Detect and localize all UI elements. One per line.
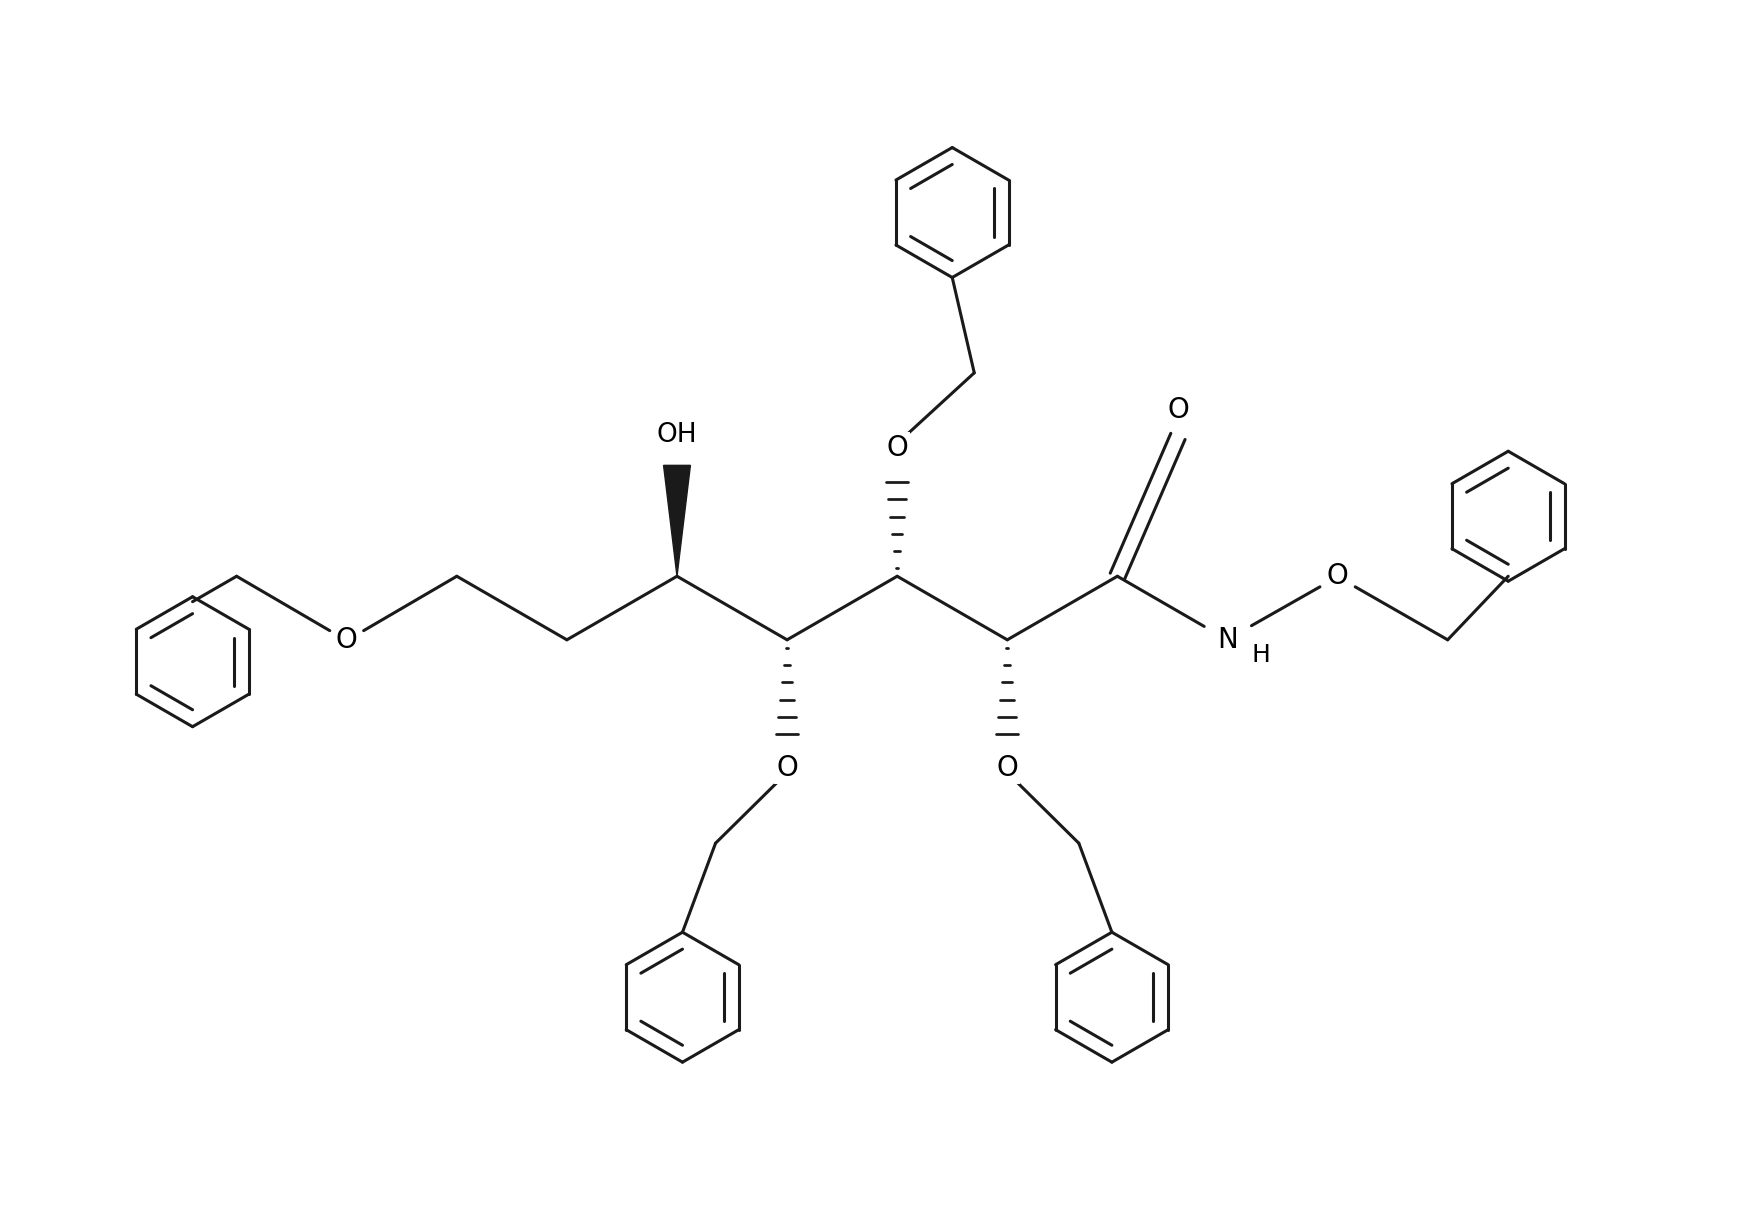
Text: H: H xyxy=(1253,643,1270,667)
Text: O: O xyxy=(776,753,797,782)
Text: O: O xyxy=(336,626,357,654)
Text: O: O xyxy=(887,434,908,462)
Polygon shape xyxy=(664,465,690,577)
Text: N: N xyxy=(1218,626,1239,654)
Text: OH: OH xyxy=(657,422,697,449)
Text: O: O xyxy=(997,753,1018,782)
Text: O: O xyxy=(1167,395,1190,423)
Text: O: O xyxy=(1326,562,1349,590)
